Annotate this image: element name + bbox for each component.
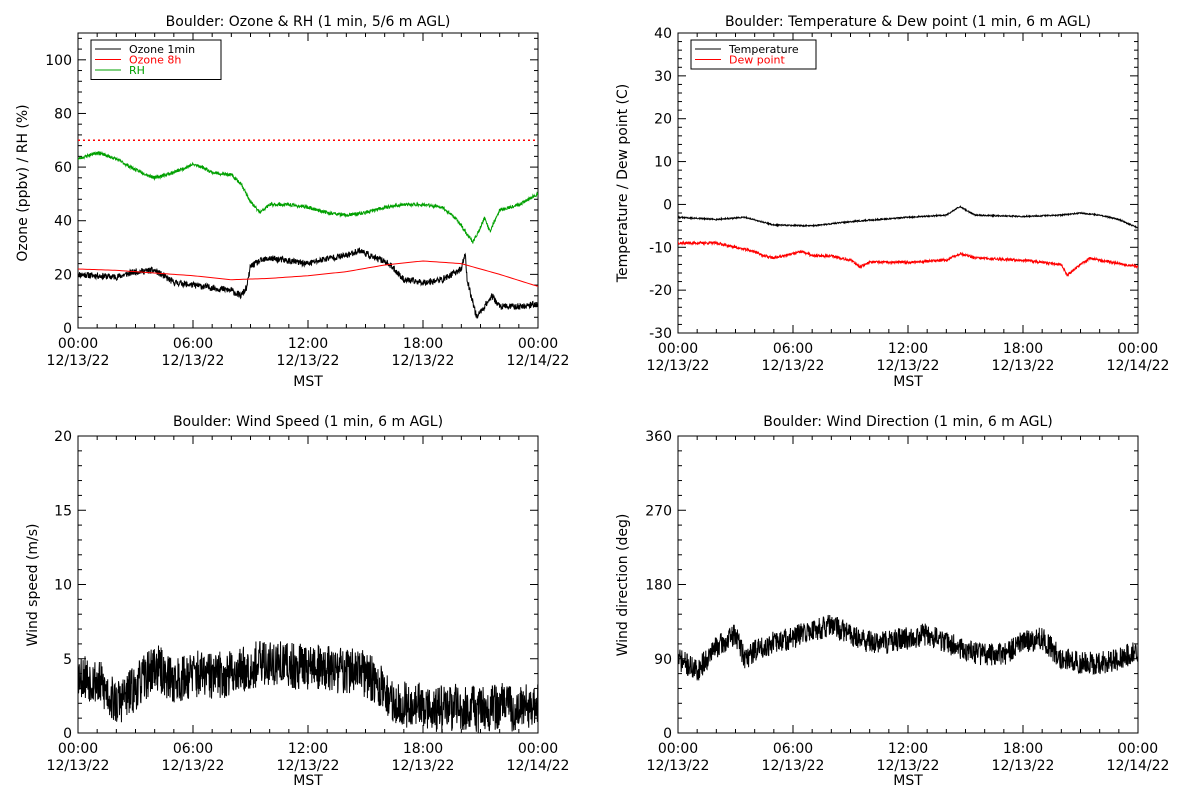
series-line-rh bbox=[78, 150, 538, 244]
x-tick-time: 18:00 bbox=[1003, 341, 1043, 357]
x-tick-date: 12/13/22 bbox=[647, 758, 710, 774]
x-tick-date: 12/14/22 bbox=[1107, 358, 1170, 374]
y-tick-label: 180 bbox=[645, 578, 672, 594]
series-line-dew-point bbox=[678, 240, 1138, 277]
y-axis-label: Temperature / Dew point (C) bbox=[615, 84, 631, 283]
x-tick-time: 00:00 bbox=[518, 336, 558, 352]
y-tick-label: 5 bbox=[63, 652, 72, 668]
chart-title: Boulder: Ozone & RH (1 min, 5/6 m AGL) bbox=[166, 14, 451, 30]
x-tick-time: 00:00 bbox=[658, 341, 698, 357]
y-tick-label: 60 bbox=[54, 160, 72, 176]
y-tick-label: -10 bbox=[649, 240, 672, 256]
y-tick-label: 20 bbox=[654, 112, 672, 128]
x-tick-time: 00:00 bbox=[518, 741, 558, 757]
series-line-data bbox=[678, 614, 1138, 681]
y-tick-label: 40 bbox=[654, 26, 672, 42]
x-tick-date: 12/13/22 bbox=[47, 353, 110, 369]
series-line-ozone-1min bbox=[78, 247, 538, 319]
chart-title: Boulder: Wind Direction (1 min, 6 m AGL) bbox=[763, 414, 1052, 430]
x-tick-time: 12:00 bbox=[288, 741, 328, 757]
x-tick-time: 18:00 bbox=[1003, 741, 1043, 757]
y-tick-label: 0 bbox=[663, 726, 672, 742]
x-tick-time: 00:00 bbox=[58, 336, 98, 352]
legend-box bbox=[690, 39, 817, 70]
x-tick-time: 12:00 bbox=[888, 341, 928, 357]
x-tick-time: 18:00 bbox=[403, 336, 443, 352]
chart-title: Boulder: Temperature & Dew point (1 min,… bbox=[725, 14, 1091, 30]
legend-label: Ozone 1min bbox=[129, 43, 195, 56]
x-axis-label: MST bbox=[893, 773, 923, 789]
x-tick-time: 00:00 bbox=[58, 741, 98, 757]
x-tick-date: 12/13/22 bbox=[877, 758, 940, 774]
x-tick-date: 12/13/22 bbox=[647, 358, 710, 374]
x-tick-date: 12/13/22 bbox=[47, 758, 110, 774]
y-tick-label: 100 bbox=[45, 53, 72, 69]
ozone-rh-chart: Boulder: Ozone & RH (1 min, 5/6 m AGL) M… bbox=[15, 14, 569, 390]
x-tick-time: 06:00 bbox=[773, 741, 813, 757]
y-tick-label: 0 bbox=[63, 321, 72, 337]
y-tick-label: -20 bbox=[649, 283, 672, 299]
x-axis-label: MST bbox=[893, 374, 923, 390]
y-axis-label: Wind direction (deg) bbox=[615, 514, 631, 657]
x-tick-date: 12/14/22 bbox=[507, 758, 570, 774]
x-axis-label: MST bbox=[293, 773, 323, 789]
x-tick-date: 12/13/22 bbox=[392, 353, 455, 369]
x-tick-date: 12/13/22 bbox=[762, 358, 825, 374]
x-tick-time: 00:00 bbox=[658, 741, 698, 757]
x-tick-date: 12/14/22 bbox=[1107, 758, 1170, 774]
legend-label: RH bbox=[129, 64, 145, 77]
wind-speed-chart: Boulder: Wind Speed (1 min, 6 m AGL) MST… bbox=[25, 414, 569, 789]
y-tick-label: 0 bbox=[63, 726, 72, 742]
y-tick-label: 0 bbox=[663, 197, 672, 213]
y-tick-label: 90 bbox=[654, 652, 672, 668]
x-tick-date: 12/13/22 bbox=[877, 358, 940, 374]
y-axis-label: Wind speed (m/s) bbox=[25, 524, 41, 647]
x-tick-date: 12/13/22 bbox=[162, 353, 225, 369]
wind-direction-chart: Boulder: Wind Direction (1 min, 6 m AGL)… bbox=[615, 414, 1169, 789]
x-tick-date: 12/13/22 bbox=[162, 758, 225, 774]
y-tick-label: 10 bbox=[654, 155, 672, 171]
series-line-ozone-8h bbox=[78, 260, 538, 287]
x-tick-time: 06:00 bbox=[173, 741, 213, 757]
x-tick-date: 12/13/22 bbox=[762, 758, 825, 774]
x-tick-time: 00:00 bbox=[1118, 341, 1158, 357]
y-tick-label: 10 bbox=[54, 578, 72, 594]
x-tick-time: 12:00 bbox=[288, 336, 328, 352]
legend-label: Ozone 8h bbox=[129, 54, 181, 67]
x-axis-label: MST bbox=[293, 374, 323, 390]
chart-title: Boulder: Wind Speed (1 min, 6 m AGL) bbox=[173, 414, 443, 430]
y-tick-label: 360 bbox=[645, 429, 672, 445]
y-tick-label: 270 bbox=[645, 503, 672, 519]
y-tick-label: 40 bbox=[54, 214, 72, 230]
series-line-data bbox=[78, 640, 538, 733]
temperature-dewpoint-chart: Boulder: Temperature & Dew point (1 min,… bbox=[615, 14, 1169, 390]
y-tick-label: 20 bbox=[54, 267, 72, 283]
x-tick-date: 12/14/22 bbox=[507, 353, 570, 369]
y-tick-label: 30 bbox=[654, 69, 672, 85]
x-tick-date: 12/13/22 bbox=[277, 353, 340, 369]
x-tick-date: 12/13/22 bbox=[392, 758, 455, 774]
x-tick-time: 18:00 bbox=[403, 741, 443, 757]
x-tick-date: 12/13/22 bbox=[992, 758, 1055, 774]
legend-label: Temperature bbox=[728, 43, 799, 56]
x-tick-time: 06:00 bbox=[773, 341, 813, 357]
x-tick-time: 00:00 bbox=[1118, 741, 1158, 757]
y-tick-label: 15 bbox=[54, 503, 72, 519]
x-tick-time: 06:00 bbox=[173, 336, 213, 352]
y-tick-label: 80 bbox=[54, 106, 72, 122]
plot-frame bbox=[677, 435, 1139, 734]
y-tick-label: -30 bbox=[649, 326, 672, 342]
plot-frame bbox=[677, 32, 1139, 334]
y-axis-label: Ozone (ppbv) / RH (%) bbox=[15, 104, 31, 261]
series-line-temperature bbox=[678, 205, 1138, 229]
x-tick-date: 12/13/22 bbox=[277, 758, 340, 774]
legend-label: Dew point bbox=[729, 54, 785, 67]
y-tick-label: 20 bbox=[54, 429, 72, 445]
x-tick-date: 12/13/22 bbox=[992, 358, 1055, 374]
x-tick-time: 12:00 bbox=[888, 741, 928, 757]
